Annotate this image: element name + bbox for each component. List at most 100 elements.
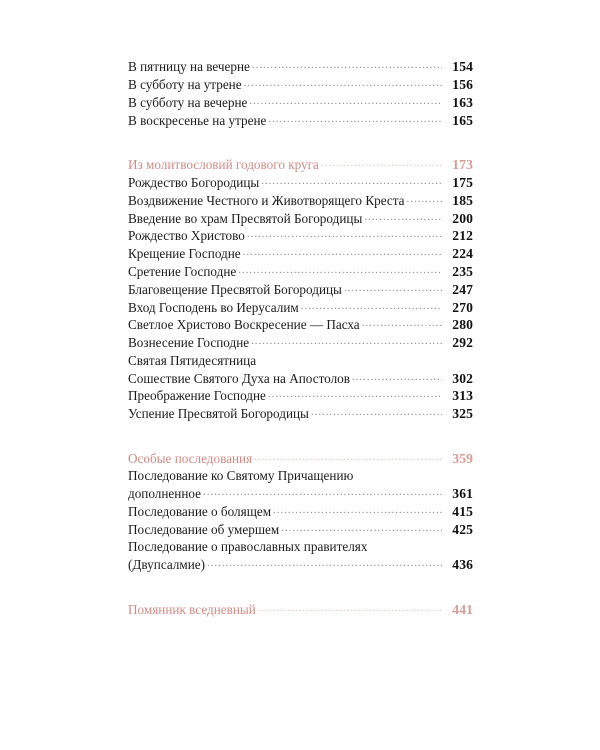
dot-leader <box>249 94 442 107</box>
toc-entry-label: Введение во храм Пресвятой Богородицы <box>128 210 363 226</box>
dot-leader <box>407 192 442 205</box>
toc-entry[interactable]: Последование ко Святому Причащению <box>128 467 473 485</box>
toc-page-number: 156 <box>452 76 473 92</box>
toc-entry-label: Вознесение Господне <box>128 335 250 351</box>
toc-page-number: 212 <box>452 228 473 244</box>
dot-leader <box>273 503 442 516</box>
toc-entry-label: Преображение Господне <box>128 388 266 404</box>
toc-page-number: 247 <box>452 281 473 297</box>
toc-page-number: 165 <box>452 112 473 128</box>
dot-leader <box>268 111 442 125</box>
toc-entry[interactable]: Рождество Христово 212 <box>128 227 473 245</box>
dot-leader <box>203 485 442 498</box>
toc-entry[interactable]: Сретение Господне 235 <box>128 263 473 281</box>
toc-entry-label: (Двупсалмие) <box>128 557 206 573</box>
toc-entry-label: Крещение Господне <box>128 246 241 262</box>
toc-page-number: 325 <box>452 406 473 422</box>
toc-entry-label: Особые последования <box>128 450 253 466</box>
toc-entry[interactable]: (Двупсалмие) 436 <box>128 556 473 574</box>
toc-page-number: 235 <box>452 264 473 279</box>
toc-entry-label: Сошествие Святого Духа на Апостолов <box>128 370 350 386</box>
toc-entry-label: Рождество Христово <box>128 228 245 244</box>
dot-leader <box>321 156 442 169</box>
toc-entry[interactable]: Светлое Христово Воскресение — Пасха 280 <box>128 316 473 334</box>
toc-page-number: 185 <box>452 192 473 208</box>
toc-entry[interactable]: Рождество Богородицы 175 <box>128 174 473 192</box>
toc-entry-label: Последование о болящем <box>128 504 272 519</box>
toc-page-number: 292 <box>452 335 473 351</box>
toc-entry[interactable]: В субботу на утрене 156 <box>128 76 473 94</box>
toc-page-number: 425 <box>452 521 473 537</box>
toc-entry[interactable]: Последование о православных правителях <box>128 538 473 556</box>
toc-entry[interactable]: дополненное 361 <box>128 485 473 503</box>
toc-page-number: 163 <box>452 94 473 110</box>
toc-group: Помянник вседневный 441 <box>128 601 473 619</box>
toc-entry-label: Светлое Христово Воскресение — Пасха <box>128 317 360 333</box>
toc-entry-label: Последование о православных правителях <box>128 539 368 555</box>
toc-entry[interactable]: Воздвижение Честного и Животворящего Кре… <box>128 192 473 210</box>
toc-group: В пятницу на вечерне154В субботу на утре… <box>128 58 473 129</box>
toc-group: Особые последования 359 Последование ко Св… <box>128 450 473 574</box>
toc-page-number: 280 <box>452 317 473 333</box>
toc-page-number: 361 <box>452 486 473 502</box>
toc-page-number: 441 <box>452 601 473 617</box>
toc-page-number: 359 <box>452 450 473 466</box>
toc-entry-label: Успение Пресвятой Богородицы <box>128 406 309 422</box>
dot-leader <box>207 556 442 569</box>
dot-leader <box>254 450 442 463</box>
toc-page-number: 302 <box>452 370 473 386</box>
toc-entry[interactable]: Преображение Господне 313 <box>128 387 473 405</box>
dot-leader <box>251 334 442 347</box>
toc-entry-label: Последование об умершем <box>128 521 280 537</box>
dot-leader <box>362 316 442 329</box>
toc-entry[interactable]: Сошествие Святого Духа на Апостолов 302 <box>128 369 473 387</box>
toc-section-header[interactable]: Помянник вседневный 441 <box>128 601 473 619</box>
toc-entry[interactable]: Последование об умершем 425 <box>128 521 473 539</box>
toc-entry-label: Из молитвословий годового круга <box>128 157 319 173</box>
toc-page-number: 154 <box>452 59 473 75</box>
toc-entry-label: В субботу на вечерне <box>128 94 248 110</box>
toc-entry[interactable]: В воскресенье на утрене 165 <box>128 111 473 129</box>
toc-entry-label: Святая Пятидесятница <box>128 352 257 368</box>
toc-entry[interactable]: Крещение Господне 224 <box>128 245 473 263</box>
dot-leader <box>281 521 442 534</box>
toc-entry[interactable]: Вознесение Господне 292 <box>128 334 473 352</box>
toc-entry-label: дополненное <box>128 486 201 502</box>
dot-leader <box>243 245 442 258</box>
dot-leader <box>311 405 442 418</box>
toc-entry-label: Последование ко Святому Причащению <box>128 468 354 484</box>
toc-page-number: 313 <box>452 388 473 404</box>
toc-group: Из молитвословий годового круга173Рождес… <box>128 156 473 423</box>
dot-leader <box>344 281 442 294</box>
toc-entry[interactable]: В субботу на вечерне 163 <box>128 94 473 112</box>
toc-section-header[interactable]: Особые последования 359 <box>128 450 473 468</box>
toc-page-number: 173 <box>452 157 473 173</box>
toc-entry-label: Благовещение Пресвятой Богородицы <box>128 281 342 297</box>
toc-entry-label: В пятницу на вечерне <box>128 59 250 75</box>
toc-entry-label: В субботу на утрене <box>128 76 242 92</box>
toc-entry[interactable]: Успение Пресвятой Богородицы 325 <box>128 405 473 423</box>
toc-page-number: 436 <box>452 557 473 573</box>
toc-entry[interactable]: Последование о болящем 415 <box>128 503 473 521</box>
dot-leader <box>301 298 442 312</box>
toc-page-number: 415 <box>452 504 473 519</box>
dot-leader <box>244 76 442 89</box>
toc-entry[interactable]: Вход Господень во Иерусалим 270 <box>128 298 473 316</box>
toc-entry[interactable]: Благовещение Пресвятой Богородицы 247 <box>128 281 473 299</box>
toc-entry[interactable]: Введение во храм Пресвятой Богородицы 200 <box>128 209 473 227</box>
dot-leader <box>238 263 442 276</box>
toc-entry-label: Воздвижение Честного и Животворящего Кре… <box>128 192 405 208</box>
toc-entry[interactable]: В пятницу на вечерне 154 <box>128 58 473 76</box>
toc-entry-label: Рождество Богородицы <box>128 175 260 191</box>
dot-leader <box>258 601 442 614</box>
toc-entry[interactable]: Святая Пятидесятница <box>128 352 473 370</box>
toc-section-header[interactable]: Из молитвословий годового круга 173 <box>128 156 473 174</box>
dot-leader <box>364 209 442 223</box>
toc-page-number: 270 <box>452 299 473 315</box>
toc-entry-label: Сретение Господне <box>128 264 237 279</box>
toc-page-number: 224 <box>452 246 473 262</box>
dot-leader <box>247 227 442 240</box>
dot-leader <box>261 174 442 187</box>
toc-page-number: 200 <box>452 210 473 226</box>
